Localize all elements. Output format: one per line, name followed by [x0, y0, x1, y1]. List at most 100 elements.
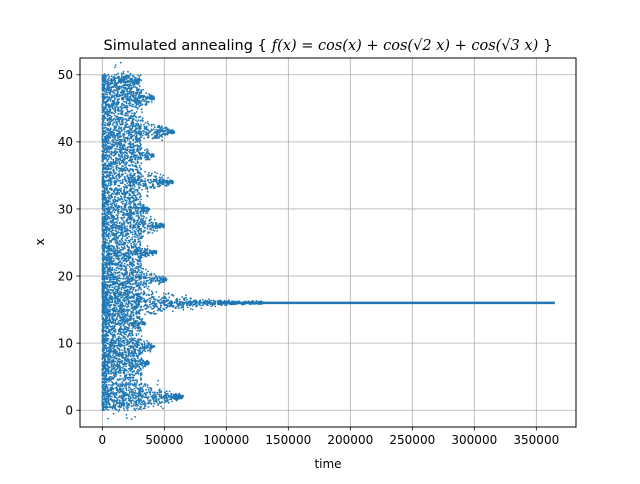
data-point: [165, 400, 167, 402]
data-point: [102, 174, 104, 176]
data-point: [113, 101, 115, 103]
data-point: [149, 387, 151, 389]
data-point: [151, 390, 153, 392]
data-point: [139, 270, 141, 272]
data-point: [103, 404, 105, 406]
data-point: [133, 355, 135, 357]
data-point: [114, 78, 116, 80]
data-point: [102, 365, 104, 367]
data-point: [128, 403, 130, 405]
data-point: [137, 365, 139, 367]
data-point: [135, 333, 137, 335]
data-point: [119, 355, 121, 357]
data-point: [122, 344, 124, 346]
data-point: [113, 292, 115, 294]
data-point: [123, 346, 125, 348]
data-point: [114, 358, 116, 360]
data-point: [149, 393, 151, 395]
data-point: [131, 164, 133, 166]
data-point: [131, 355, 133, 357]
data-point: [129, 270, 131, 272]
data-point: [133, 394, 135, 396]
data-point: [119, 395, 121, 397]
data-point: [109, 352, 111, 354]
data-point: [131, 195, 133, 197]
data-point: [109, 348, 111, 350]
data-point: [141, 189, 143, 191]
data-point: [182, 395, 184, 397]
data-point: [112, 193, 114, 195]
data-point: [102, 247, 104, 249]
data-point: [115, 342, 117, 344]
data-point: [102, 81, 104, 83]
data-point: [120, 278, 122, 280]
data-point: [103, 351, 105, 353]
data-point: [175, 398, 177, 400]
data-point: [114, 326, 116, 328]
data-point: [139, 197, 141, 199]
data-point: [122, 237, 124, 239]
data-point: [132, 231, 134, 233]
data-point: [140, 74, 142, 76]
data-point: [105, 361, 107, 363]
data-point: [137, 388, 139, 390]
data-point: [113, 113, 115, 115]
data-point: [111, 239, 113, 241]
data-point: [111, 369, 113, 371]
data-point: [139, 399, 141, 401]
data-point: [136, 274, 138, 276]
data-point: [130, 243, 132, 245]
data-point: [134, 241, 136, 243]
data-point: [101, 375, 103, 377]
data-point: [108, 303, 110, 305]
data-point: [139, 367, 141, 369]
data-point: [130, 202, 132, 204]
data-point: [126, 226, 128, 228]
data-point: [118, 247, 120, 249]
data-point: [140, 289, 142, 291]
data-point: [103, 277, 105, 279]
data-point: [107, 180, 109, 182]
data-point: [102, 194, 104, 196]
data-point: [110, 329, 112, 331]
data-point: [118, 189, 120, 191]
data-point: [116, 232, 118, 234]
data-point: [112, 336, 114, 338]
data-point: [119, 379, 121, 381]
data-point: [104, 393, 106, 395]
data-point: [115, 267, 117, 269]
data-point: [116, 393, 118, 395]
data-point: [114, 241, 116, 243]
data-point: [118, 113, 120, 115]
data-point: [127, 115, 129, 117]
data-point: [129, 342, 131, 344]
data-point: [148, 363, 150, 365]
data-point: [104, 122, 106, 124]
data-point: [138, 284, 140, 286]
data-point: [112, 345, 114, 347]
data-point: [132, 342, 134, 344]
data-point: [108, 99, 110, 101]
data-point: [137, 350, 139, 352]
data-point: [118, 331, 120, 333]
data-point: [102, 216, 104, 218]
data-point: [120, 124, 122, 126]
data-point: [137, 316, 139, 318]
data-point: [132, 392, 134, 394]
data-point: [120, 378, 122, 380]
data-point: [126, 389, 128, 391]
data-point: [118, 406, 120, 408]
data-point: [121, 349, 123, 351]
data-point: [109, 361, 111, 363]
data-point: [103, 409, 105, 411]
data-point: [102, 388, 104, 390]
data-point: [111, 399, 113, 401]
data-point: [129, 405, 131, 407]
data-point: [117, 197, 119, 199]
data-point: [142, 394, 144, 396]
data-point: [140, 116, 142, 118]
data-point: [104, 359, 106, 361]
data-point: [119, 362, 121, 364]
data-point: [135, 169, 137, 171]
data-point: [110, 387, 112, 389]
